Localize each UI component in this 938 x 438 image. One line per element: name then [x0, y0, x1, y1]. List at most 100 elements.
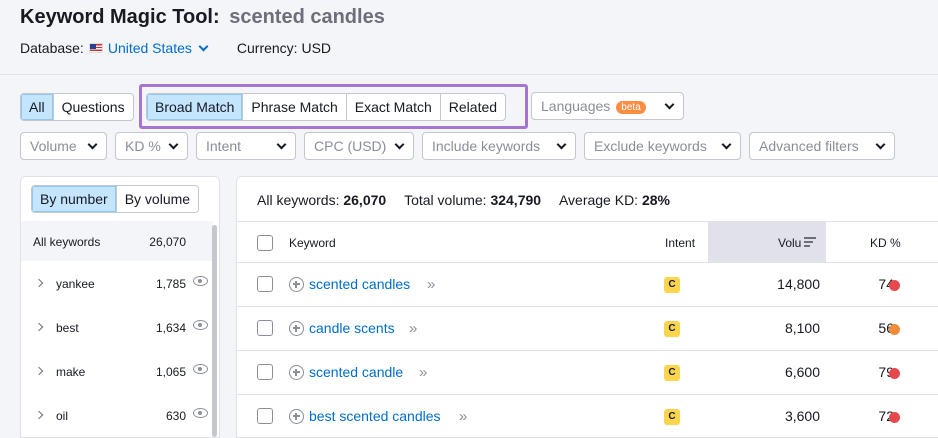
group-item[interactable]: yankee 1,785 [21, 261, 213, 305]
table-row: scented candles » C 14,800 74 [237, 263, 938, 307]
eye-icon[interactable] [193, 276, 208, 286]
chevron-down-icon [87, 139, 98, 150]
keyword-link[interactable]: candle scents [309, 320, 395, 336]
volume-value: 14,800 [777, 276, 820, 292]
beta-badge: beta [616, 101, 646, 114]
group-sort-toggle: By number By volume [31, 185, 200, 213]
group-count: 1,634 [155, 321, 186, 335]
add-to-list-icon[interactable] [289, 321, 304, 336]
add-to-list-icon[interactable] [289, 409, 304, 424]
filter-label: KD % [125, 138, 161, 154]
filter-intent[interactable]: Intent [196, 132, 296, 160]
groups-scrollbar[interactable] [212, 225, 217, 437]
group-item[interactable]: oil 630 [21, 393, 213, 437]
total-volume-label: Total volume: [404, 192, 487, 208]
tool-name: Keyword Magic Tool: [20, 6, 220, 28]
column-keyword[interactable]: Keyword [289, 236, 336, 250]
chevron-down-icon [664, 99, 675, 110]
column-kd[interactable]: KD % [870, 236, 901, 250]
add-to-list-icon[interactable] [289, 365, 304, 380]
volume-value: 8,100 [784, 320, 820, 336]
eye-icon[interactable] [193, 408, 208, 418]
tab-all[interactable]: All [21, 94, 54, 120]
filter-label: Volume [30, 138, 77, 154]
match-type-tabs: Broad Match Phrase Match Exact Match Rel… [146, 93, 507, 121]
group-name: oil [56, 409, 69, 423]
chevron-down-icon[interactable] [198, 41, 209, 52]
languages-label: Languages [541, 98, 611, 114]
group-name: make [56, 365, 86, 379]
filter-label: CPC (USD) [314, 138, 387, 154]
average-kd-label: Average KD: [558, 192, 639, 208]
tab-by-number[interactable]: By number [32, 186, 117, 212]
database-selector[interactable]: United States [107, 40, 192, 56]
currency-label: Currency: USD [236, 40, 332, 56]
all-keywords-value: 26,070 [343, 192, 387, 208]
search-query: scented candles [229, 6, 385, 28]
double-chevron-icon[interactable]: » [409, 320, 418, 337]
filter-volume[interactable]: Volume [20, 132, 107, 160]
group-count: 1,785 [155, 277, 186, 291]
keyword-link[interactable]: scented candles [309, 276, 411, 292]
filter-label: Include keywords [432, 138, 541, 154]
chevron-down-icon [394, 139, 405, 150]
keyword-groups-panel: By number By volume All keywords 26,070 … [20, 176, 220, 438]
tab-phrase-match[interactable]: Phrase Match [243, 94, 347, 120]
filter-advanced[interactable]: Advanced filters [749, 132, 895, 160]
filter-cpc[interactable]: CPC (USD) [304, 132, 414, 160]
sort-icon[interactable] [804, 237, 816, 247]
languages-dropdown[interactable]: Languages beta [531, 92, 684, 120]
page-title: Keyword Magic Tool: scented candles [20, 6, 385, 29]
table-header: Keyword Intent Volu KD % [237, 221, 938, 263]
double-chevron-icon[interactable]: » [459, 408, 468, 425]
filter-include-keywords[interactable]: Include keywords [422, 132, 576, 160]
row-checkbox[interactable] [257, 364, 273, 380]
tab-broad-match[interactable]: Broad Match [147, 94, 244, 120]
row-checkbox[interactable] [257, 320, 273, 336]
group-name: best [56, 321, 79, 335]
column-intent[interactable]: Intent [665, 236, 696, 250]
chevron-right-icon[interactable] [34, 410, 44, 420]
group-name: yankee [56, 277, 95, 291]
chevron-down-icon [721, 139, 732, 150]
tab-questions[interactable]: Questions [61, 99, 125, 115]
group-item[interactable]: make 1,065 [21, 349, 213, 393]
page-header: Keyword Magic Tool: scented candles Data… [0, 0, 938, 75]
eye-icon[interactable] [193, 364, 208, 374]
double-chevron-icon[interactable]: » [427, 276, 436, 293]
eye-icon[interactable] [193, 320, 208, 330]
chevron-right-icon[interactable] [34, 366, 44, 376]
keyword-link[interactable]: best scented candles [309, 408, 441, 424]
chevron-right-icon[interactable] [34, 322, 44, 332]
filter-kd[interactable]: KD % [115, 132, 188, 160]
column-volume[interactable]: Volu [778, 236, 802, 250]
add-to-list-icon[interactable] [289, 277, 304, 292]
intent-badge: C [664, 277, 680, 293]
select-all-checkbox[interactable] [257, 235, 273, 251]
question-filter: All Questions [20, 93, 134, 121]
chevron-down-icon [556, 139, 567, 150]
chevron-right-icon[interactable] [34, 278, 44, 288]
tab-exact-match[interactable]: Exact Match [347, 94, 441, 120]
group-all-keywords[interactable]: All keywords 26,070 [21, 221, 213, 261]
table-row: best scented candles » C 3,600 72 [237, 395, 938, 437]
chevron-down-icon [875, 139, 886, 150]
database-label: Database: [20, 40, 84, 56]
tab-related[interactable]: Related [448, 99, 498, 115]
row-checkbox[interactable] [257, 408, 273, 424]
group-all-label: All keywords [33, 235, 101, 249]
row-checkbox[interactable] [257, 276, 273, 292]
filter-exclude-keywords[interactable]: Exclude keywords [584, 132, 741, 160]
database-row: Database: United States Currency: USD [20, 40, 331, 56]
keyword-link[interactable]: scented candle [309, 364, 404, 380]
group-item[interactable]: best 1,634 [21, 305, 213, 349]
keywords-table-panel: All keywords: 26,070 Total volume: 324,7… [236, 176, 938, 438]
group-count: 630 [165, 409, 186, 423]
kd-indicator [889, 412, 900, 423]
filter-label: Advanced filters [759, 138, 859, 154]
intent-badge: C [664, 321, 680, 337]
average-kd-value: 28% [641, 192, 670, 208]
us-flag-icon [88, 43, 103, 53]
double-chevron-icon[interactable]: » [419, 364, 428, 381]
tab-by-volume[interactable]: By volume [124, 191, 191, 207]
